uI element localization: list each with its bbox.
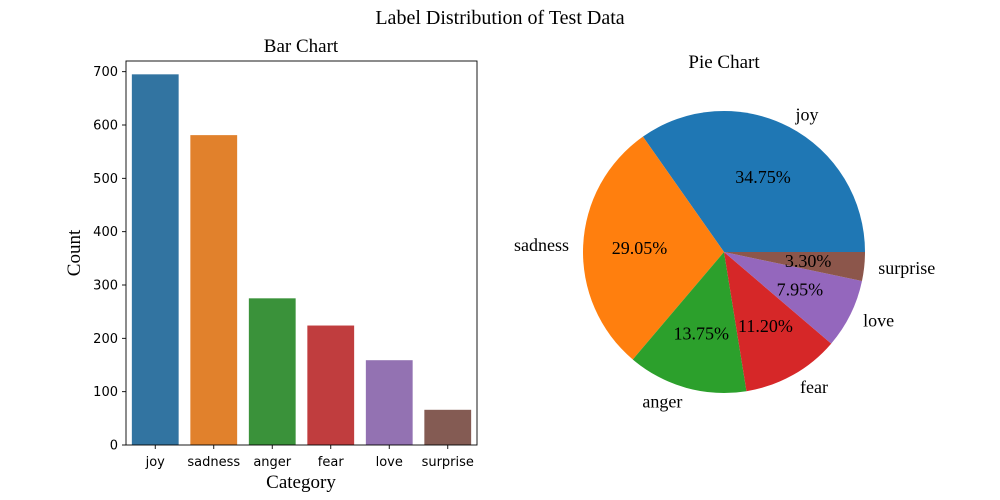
pie-label-fear: fear [800,377,828,397]
pie-slice-fear [724,252,832,392]
pie-slice-joy [642,110,865,252]
y-tick-label: 0 [110,439,118,454]
pie-slice-anger [632,252,747,393]
bar-joy [131,74,179,445]
pie-pct-label-love: 7.95% [777,279,824,299]
x-tick-label-love: love [376,455,403,470]
pie-label-surprise: surprise [878,258,935,278]
x-tick-label-joy: joy [145,455,166,470]
pie-label-love: love [863,310,894,330]
pie-plot-area: 34.75% joy 29.05% sadness 13.75% anger 11.20% f… [514,104,935,411]
figure-title: Label Distribution of Test Data [375,7,624,29]
pie-pct-label-surprise: 3.30% [785,251,832,271]
pie-slice-surprise [724,252,865,282]
pie-pct-label-joy: 34.75% [735,167,791,187]
pie-label-anger: anger [642,391,682,411]
pie-label-sadness: sadness [514,235,569,255]
y-tick-label: 500 [93,172,118,187]
y-tick-label: 200 [93,332,118,347]
x-tick-label-fear: fear [318,455,345,470]
bar-plot-area: 0 100 200 300 400 500 600 700 joy sadness anger fea… [93,60,478,470]
x-tick-label-sadness: sadness [187,455,240,470]
pie-chart: Pie Chart 34.75% joy 29.05% sadness 13.75% an… [514,52,935,411]
pie-pct-label-fear: 11.20% [738,316,793,336]
y-tick-label: 100 [93,385,118,400]
y-tick-label: 600 [93,119,118,134]
x-tick-label-surprise: surprise [422,455,474,470]
y-tick-label: 700 [93,65,118,80]
bar-chart-xlabel: Category [266,472,336,493]
bar-chart-title: Bar Chart [264,36,339,57]
pie-chart-title: Pie Chart [688,52,760,73]
bar-fear [307,325,355,445]
bar-anger [248,298,296,445]
bar-axes-frame [125,60,478,446]
bar-love [365,360,413,445]
pie-slice-love [724,252,862,344]
y-tick-label: 300 [93,279,118,294]
bar-chart-ylabel: Count [64,229,85,276]
bar-sadness [190,135,238,445]
x-tick-label-anger: anger [253,455,291,470]
pie-slice-sadness [583,136,724,360]
pie-pct-label-sadness: 29.05% [612,238,668,258]
y-tick-label: 400 [93,225,118,240]
pie-pct-label-anger: 13.75% [674,324,730,344]
pie-label-joy: joy [795,104,819,124]
bar-chart: Bar Chart 0 100 200 300 400 500 600 700 joy sadne… [64,36,478,493]
bar-surprise [424,409,472,445]
